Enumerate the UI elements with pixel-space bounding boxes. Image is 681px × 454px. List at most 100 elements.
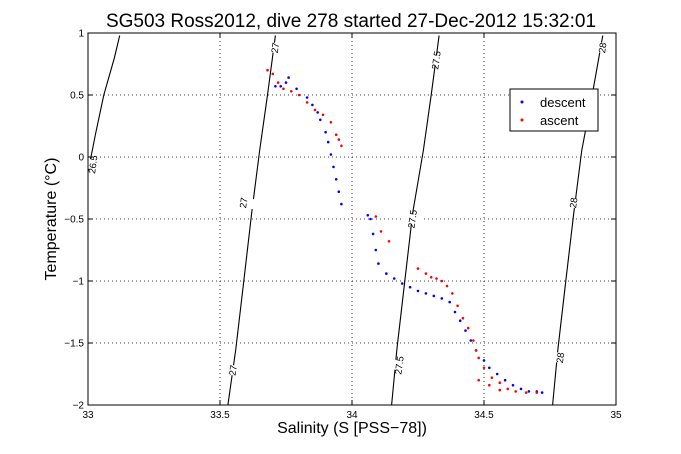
ascent-point [498, 381, 502, 385]
data-series [266, 68, 544, 394]
density-contour-label: 27.5 [393, 355, 406, 375]
density-contour-label-background [221, 363, 245, 377]
x-tick-label: 35 [610, 410, 622, 421]
ascent-point [488, 383, 491, 387]
descent-point [392, 277, 396, 280]
chart-title: SG503 Ross2012, dive 278 started 27-Dec-… [106, 11, 596, 32]
ascent-point [490, 376, 494, 380]
ascent-point [466, 326, 470, 330]
ascent-point [305, 101, 309, 104]
x-axis-label: Salinity (S [PSS−78]) [277, 420, 427, 437]
ascent-point [477, 378, 481, 382]
descent-point [332, 165, 335, 169]
ascent-point [321, 113, 325, 117]
ascent-point [451, 292, 454, 295]
density-contour-label-background [387, 358, 412, 372]
descent-point [334, 178, 338, 181]
descent-point [279, 85, 283, 88]
density-contour-label-background [81, 157, 105, 171]
y-tick-label: 0.5 [70, 91, 84, 102]
y-tick-label: 1 [78, 29, 84, 40]
ascent-point [440, 279, 444, 283]
ascent-point [282, 87, 285, 91]
ascent-point [524, 391, 528, 394]
ascent-point [266, 68, 269, 72]
legend-marker-descent [520, 100, 524, 104]
descent-point [495, 372, 499, 376]
descent-point [440, 297, 444, 300]
descent-point [488, 366, 491, 370]
density-contour-label: 28 [568, 197, 580, 209]
descent-point [377, 262, 380, 265]
ascent-point [271, 72, 275, 76]
ascent-point [276, 81, 280, 84]
density-contour-line [227, 35, 276, 406]
legend-box [509, 88, 599, 132]
x-tick-label: 33 [82, 410, 94, 421]
descent-point [340, 202, 343, 206]
y-tick-label: −1 [73, 277, 85, 288]
descent-point [311, 103, 314, 107]
descent-point [305, 96, 309, 99]
ascent-point [445, 284, 449, 288]
ascent-point [416, 267, 420, 270]
descent-point [503, 378, 507, 382]
descent-point [284, 81, 288, 84]
descent-point [329, 153, 333, 156]
ascent-point [379, 230, 383, 233]
legend-label-ascent: ascent [540, 113, 579, 128]
density-contour-label: 26.5 [87, 155, 100, 175]
descent-point [432, 294, 436, 298]
y-tick-label: −0.5 [64, 215, 84, 226]
descent-point [540, 391, 544, 394]
plot-area: 26.5 27 27 27 27.5 27.5 27.5 28 28 28 33 33.5 34 34.… [64, 29, 622, 422]
descent-point [416, 289, 420, 293]
x-tick-label: 34 [346, 410, 358, 421]
y-axis-label: Temperature (°C) [43, 158, 60, 281]
ascent-point [337, 138, 341, 141]
density-contour-label: 28 [555, 352, 567, 364]
density-contour-label-background [401, 212, 425, 226]
y-tick-label: 0 [78, 153, 84, 164]
descent-point [400, 282, 404, 285]
descent-point [511, 383, 515, 387]
descent-point [337, 190, 341, 193]
descent-point [366, 214, 370, 217]
descent-point [374, 248, 378, 252]
ascent-point [329, 121, 333, 124]
descent-point [453, 310, 457, 314]
legend-marker-ascent [520, 118, 524, 122]
ascent-point [429, 276, 433, 279]
ascent-point [435, 277, 438, 280]
density-contour-label-background [548, 351, 573, 365]
descent-point [371, 232, 375, 236]
density-contours: 26.5 27 27 27 27.5 27.5 27.5 28 28 28 [81, 35, 615, 406]
y-tick-label: −1.5 [64, 339, 84, 350]
x-tick-label: 33.5 [210, 410, 230, 421]
descent-point [385, 272, 388, 275]
density-contour-label: 27.5 [430, 50, 443, 70]
ascent-point [506, 387, 510, 391]
ascent-point [482, 366, 486, 370]
y-tick-label: −2 [73, 401, 85, 412]
descent-point [464, 329, 467, 332]
ascent-point [474, 349, 478, 352]
ascent-point [290, 90, 293, 93]
descent-point [482, 359, 486, 362]
density-contour-label-background [591, 41, 615, 55]
ascent-point [424, 272, 428, 275]
density-contour-line [87, 35, 121, 173]
descent-point [519, 387, 523, 391]
descent-point [316, 111, 320, 114]
legend-items: descent ascent [520, 95, 586, 128]
x-tick-label: 34.5 [474, 410, 494, 421]
density-contour-label-background [562, 196, 586, 210]
legend-label-descent: descent [540, 95, 586, 110]
ascent-point [297, 93, 301, 97]
descent-point [527, 390, 531, 393]
density-contour-label-background [232, 196, 256, 210]
series-ascent [266, 68, 539, 394]
ascent-point [472, 339, 475, 342]
descent-point [369, 217, 372, 221]
